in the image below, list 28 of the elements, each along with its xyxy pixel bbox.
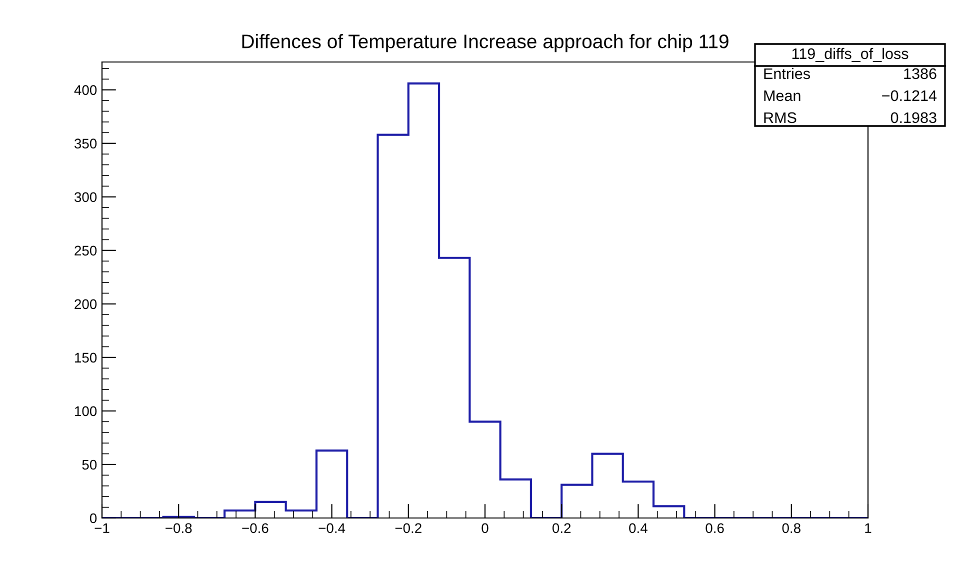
y-tick-label: 250 xyxy=(74,246,97,256)
x-tick-label: −0.6 xyxy=(242,523,268,534)
text: 0.1983 xyxy=(890,112,936,124)
x-tick-label: 0.6 xyxy=(706,523,724,534)
annotation: Mean xyxy=(764,90,800,102)
x-tick-label: −0.2 xyxy=(395,523,422,534)
y-tick-label: 400 xyxy=(74,85,97,95)
y-tick-label: 150 xyxy=(75,352,97,363)
x-tick-label: 1 xyxy=(865,523,872,533)
chart-title: Diffences of Temperature Increase approach for chip 119 xyxy=(242,34,728,52)
text: 119_diffs_of_loss xyxy=(792,48,908,62)
annotation: Entries xyxy=(764,68,810,80)
x-tick-label: 0.2 xyxy=(552,523,571,534)
x-tick-label: −0.4 xyxy=(318,523,346,534)
y-tick-label: 300 xyxy=(74,192,97,202)
y-tick-label: 200 xyxy=(74,299,97,310)
x-tick-label: 0.8 xyxy=(782,523,800,534)
x-tick-label: −1 xyxy=(94,523,110,533)
text: 1386 xyxy=(904,68,936,80)
x-tick-label: 0 xyxy=(482,523,488,534)
text: −0.1214 xyxy=(882,90,937,102)
y-tick-label: 0 xyxy=(90,513,97,524)
x-tick-label: 0.4 xyxy=(629,523,648,534)
annotation: RMS xyxy=(764,112,796,124)
y-tick-label: 350 xyxy=(74,138,97,149)
y-tick-label: 50 xyxy=(82,460,97,470)
x-tick-label: −0.8 xyxy=(166,523,192,534)
y-tick-label: 100 xyxy=(75,406,97,416)
